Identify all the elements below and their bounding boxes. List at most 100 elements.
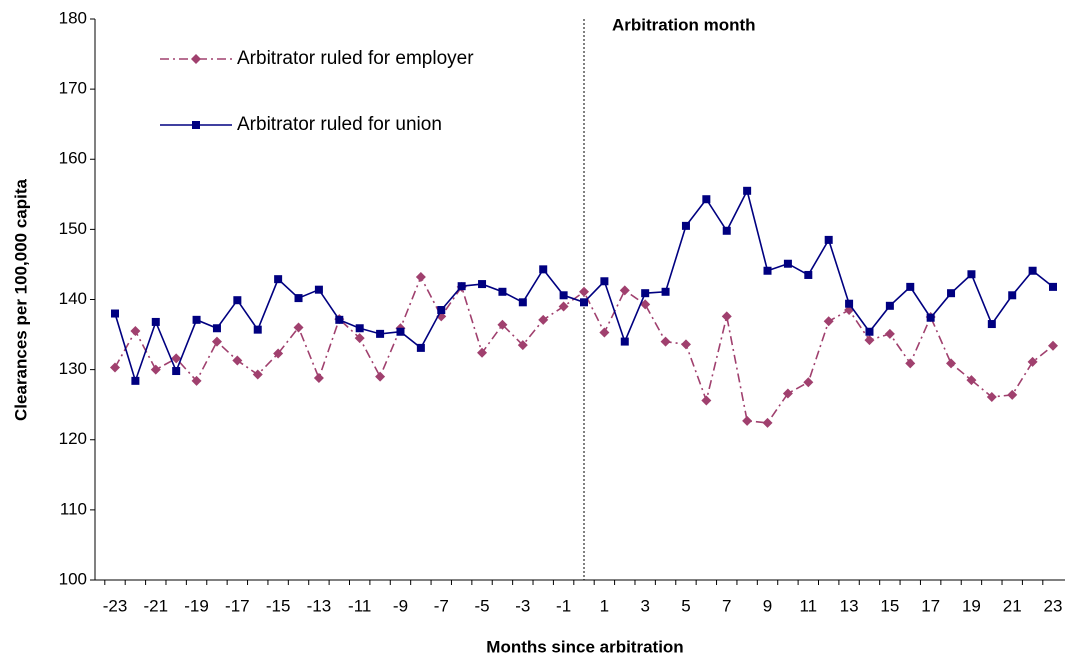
marker <box>1048 340 1058 351</box>
x-axis-title: Months since arbitration <box>486 637 683 656</box>
y-tick-label: 140 <box>59 289 87 308</box>
marker <box>803 377 814 388</box>
marker <box>743 186 752 195</box>
marker <box>701 395 712 406</box>
marker <box>681 221 690 230</box>
marker <box>620 337 629 346</box>
marker <box>293 322 304 333</box>
marker <box>294 294 303 303</box>
marker <box>518 298 527 307</box>
x-tick-label: 3 <box>640 596 649 615</box>
marker <box>782 388 793 399</box>
marker <box>742 415 753 426</box>
marker <box>762 417 773 428</box>
x-tick-label: 17 <box>921 596 940 615</box>
marker <box>619 285 630 296</box>
marker <box>721 311 732 322</box>
y-tick-label: 180 <box>59 8 87 27</box>
marker <box>415 272 426 283</box>
marker <box>580 298 588 307</box>
marker <box>640 299 651 310</box>
marker <box>680 339 691 350</box>
marker <box>171 353 182 364</box>
marker <box>641 289 650 298</box>
legend-label: Arbitrator ruled for employer <box>237 48 474 69</box>
marker <box>845 299 854 308</box>
marker <box>335 315 344 324</box>
x-tick-label: -7 <box>434 596 449 615</box>
marker <box>559 291 568 300</box>
marker <box>191 375 202 386</box>
marker <box>906 282 915 291</box>
x-tick-label: -21 <box>143 596 168 615</box>
y-tick-label: 170 <box>59 79 87 98</box>
marker <box>823 316 834 327</box>
marker <box>232 355 243 366</box>
marker <box>600 277 609 286</box>
marker <box>884 328 895 339</box>
marker <box>986 391 997 402</box>
x-tick-label: 13 <box>840 596 859 615</box>
x-tick-label: -5 <box>474 596 489 615</box>
marker <box>1027 356 1038 367</box>
marker <box>151 317 160 326</box>
x-tick-label: -13 <box>307 596 332 615</box>
x-tick-label: 21 <box>1003 596 1022 615</box>
x-tick-label: -3 <box>515 596 530 615</box>
marker <box>804 270 813 279</box>
marker <box>437 306 446 315</box>
marker <box>376 329 385 338</box>
y-tick-label: 150 <box>59 219 87 238</box>
x-tick-label: 1 <box>600 596 609 615</box>
marker <box>396 327 405 336</box>
legend-label: Arbitrator ruled for union <box>237 114 442 135</box>
marker <box>110 362 120 373</box>
marker <box>987 320 996 329</box>
marker <box>1028 266 1037 275</box>
x-tick-label: -1 <box>556 596 571 615</box>
x-tick-label: 19 <box>962 596 981 615</box>
y-tick-label: 120 <box>59 429 87 448</box>
marker <box>498 287 507 296</box>
marker <box>661 287 670 296</box>
x-tick-label: 7 <box>722 596 731 615</box>
x-tick-label: -17 <box>225 596 250 615</box>
marker <box>192 121 200 129</box>
x-tick-label: -23 <box>103 596 128 615</box>
marker <box>722 226 731 235</box>
x-tick-label: 5 <box>681 596 690 615</box>
marker <box>1049 282 1057 291</box>
marker <box>517 340 528 351</box>
marker <box>150 364 161 375</box>
x-tick-label: -9 <box>393 596 408 615</box>
marker <box>864 335 875 346</box>
x-tick-label: -11 <box>348 596 371 615</box>
marker <box>355 324 364 333</box>
marker <box>274 275 283 284</box>
marker <box>478 280 487 289</box>
marker <box>314 285 323 294</box>
marker <box>253 325 262 334</box>
x-tick-label: 9 <box>763 596 772 615</box>
marker <box>783 259 792 268</box>
x-tick-label: 11 <box>799 596 817 615</box>
marker <box>191 54 201 64</box>
marker <box>538 314 549 325</box>
marker <box>273 348 284 359</box>
marker <box>579 286 589 297</box>
marker <box>1007 389 1018 400</box>
marker <box>233 296 242 305</box>
marker <box>966 375 977 386</box>
marker <box>558 301 569 312</box>
marker <box>599 327 610 338</box>
marker <box>926 313 935 322</box>
x-tick-label: 23 <box>1044 596 1063 615</box>
y-tick-label: 160 <box>59 149 87 168</box>
marker <box>763 266 772 275</box>
marker <box>539 265 548 274</box>
y-tick-label: 100 <box>59 569 87 588</box>
annotation: Arbitration month <box>612 15 756 34</box>
marker <box>457 282 466 291</box>
